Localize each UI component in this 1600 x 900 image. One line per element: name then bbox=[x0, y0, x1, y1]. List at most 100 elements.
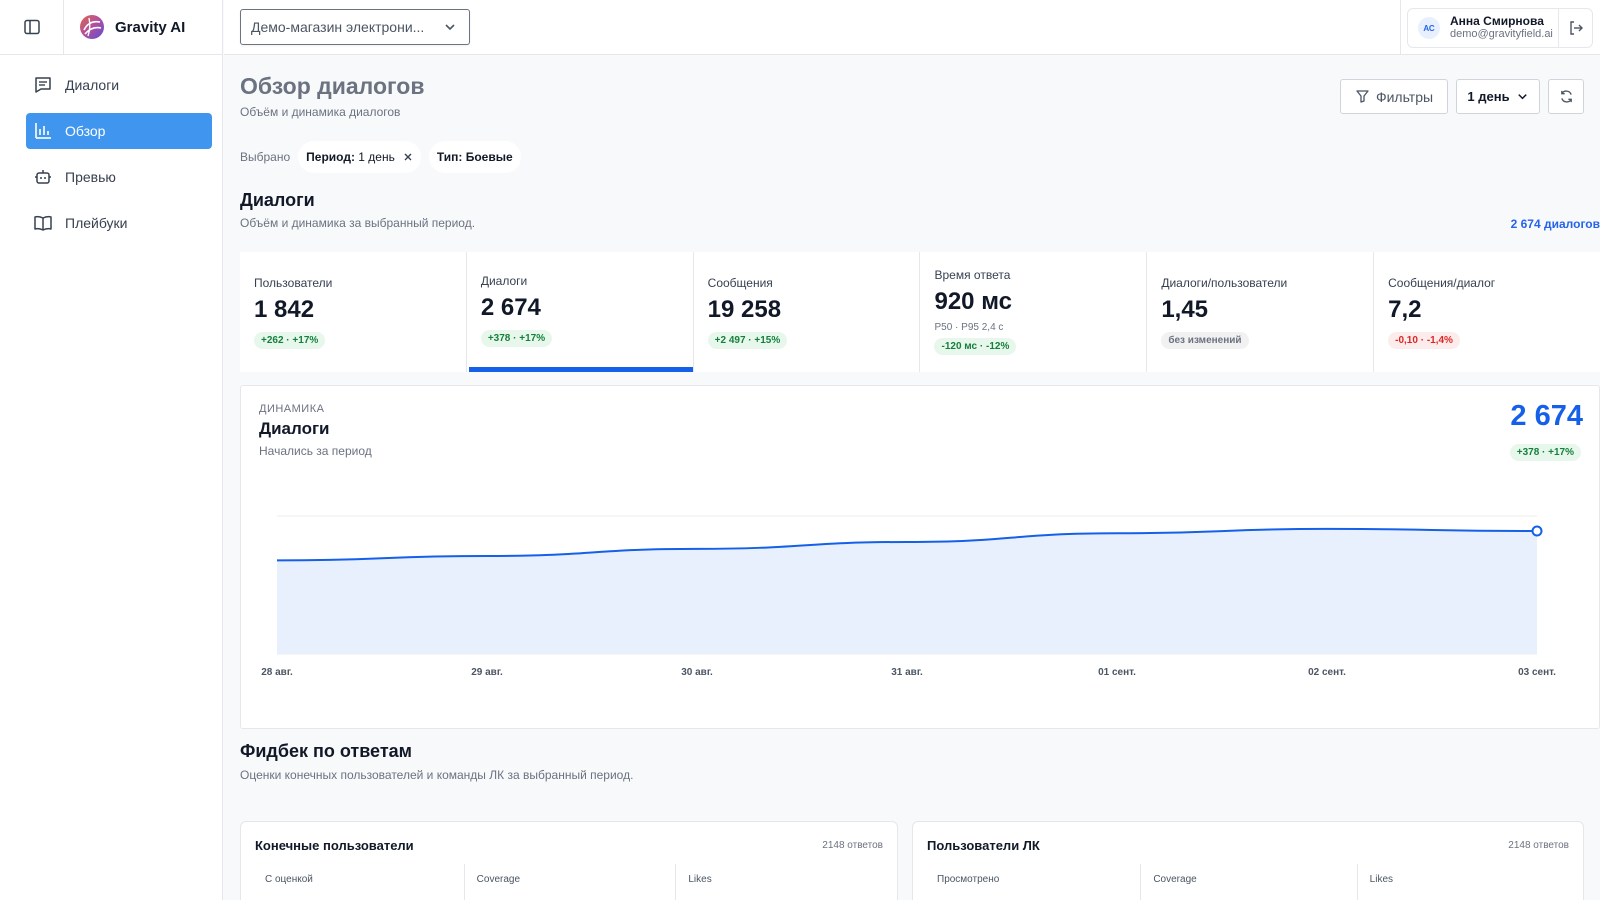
bar-chart-icon bbox=[35, 123, 51, 139]
chevron-down-icon bbox=[445, 24, 455, 31]
feedback-card-title: Пользователи ЛК bbox=[927, 838, 1040, 853]
kpi-dialogs[interactable]: Диалоги 2 674 +378 · +17% bbox=[466, 252, 694, 372]
chart-delta-badge: +378 · +17% bbox=[1509, 444, 1581, 461]
chevron-down-icon bbox=[1517, 94, 1527, 100]
selected-filters-label: Выбрано bbox=[240, 150, 291, 164]
filters-button[interactable]: Фильтры bbox=[1340, 79, 1448, 114]
kpi-messages-per-dialog[interactable]: Сообщения/диалог 7,2 -0,10 · -1,4% bbox=[1374, 252, 1600, 372]
kpi-label: Сообщения bbox=[707, 276, 773, 290]
chart-series-line bbox=[276, 527, 1538, 562]
sidebar-nav: Диалоги Обзор Превью Плейбуки bbox=[0, 55, 222, 241]
chart-x-tick-label: 01 сент. bbox=[1098, 667, 1136, 678]
sidebar-toggle-icon bbox=[23, 19, 40, 35]
sidebar-item-dialogs[interactable]: Диалоги bbox=[26, 67, 212, 103]
feedback-metric-viewed: Просмотрено bbox=[937, 874, 1000, 885]
kpi-dialogs-per-user[interactable]: Диалоги/пользователи 1,45 без изменений bbox=[1147, 252, 1375, 372]
kpi-delta-badge: -0,10 · -1,4% bbox=[1388, 332, 1460, 349]
sidebar-item-label: Диалоги bbox=[65, 77, 120, 93]
kpi-messages[interactable]: Сообщения 19 258 +2 497 · +15% bbox=[693, 252, 921, 372]
chip-key: Период: bbox=[306, 150, 355, 164]
chart-subtitle: Начались за период bbox=[259, 444, 372, 458]
chart-x-tick-label: 02 сент. bbox=[1308, 667, 1346, 678]
sidebar: Gravity AI Диалоги Обзор Превью Плейбуки bbox=[0, 0, 223, 900]
kpi-value: 19 258 bbox=[707, 296, 782, 323]
sidebar-toggle-button[interactable] bbox=[0, 0, 64, 55]
feedback-metric-coverage: Coverage bbox=[1140, 864, 1356, 900]
chip-value: Боевые bbox=[465, 150, 513, 164]
dynamics-chart: 28 авг. 29 авг. 30 авг. 31 авг. 01 сент. 02 с… bbox=[261, 515, 1556, 678]
bot-icon bbox=[35, 170, 51, 184]
sidebar-item-preview[interactable]: Превью bbox=[26, 159, 212, 195]
kpi-label: Диалоги/пользователи bbox=[1161, 276, 1288, 290]
brand[interactable]: Gravity AI bbox=[64, 14, 185, 40]
kpi-row: Пользователи 1 842 +262 · +17% Диалоги 2… bbox=[240, 252, 1600, 372]
filter-chip-period[interactable]: Период: 1 день bbox=[298, 141, 421, 173]
selected-filters: Выбрано Период: 1 день Тип: Боевые bbox=[240, 141, 521, 173]
feedback-metric-coverage: Coverage bbox=[463, 864, 676, 900]
dynamics-chart-card: 28 авг. 29 авг. 30 авг. 31 авг. 01 сент. 02 с… bbox=[240, 385, 1600, 729]
kpi-response-time[interactable]: Время ответа 920 мс P50 · P95 2,4 с -120… bbox=[920, 252, 1148, 372]
logout-icon bbox=[1569, 21, 1583, 35]
chart-title: Диалоги bbox=[259, 419, 330, 438]
dialogs-total-link[interactable]: 2 674 диалогов bbox=[1510, 217, 1600, 231]
chart-overline: ДИНАМИКА bbox=[259, 403, 325, 415]
feedback-metric-likes: Likes bbox=[675, 864, 887, 900]
feedback-section-subtitle: Оценки конечных пользователей и команды … bbox=[240, 768, 634, 782]
kpi-value: 1,45 bbox=[1161, 296, 1209, 323]
chip-text: Период: 1 день bbox=[306, 150, 395, 164]
user-email: demo@gravityfield.ai bbox=[1450, 28, 1553, 40]
chart-x-tick-label: 31 авг. bbox=[891, 667, 923, 678]
sidebar-header: Gravity AI bbox=[0, 0, 222, 55]
kpi-value: 1 842 bbox=[254, 296, 315, 323]
sidebar-item-label: Превью bbox=[65, 169, 116, 185]
user-info: Анна Смирнова demo@gravityfield.ai bbox=[1450, 15, 1553, 41]
chart-area bbox=[277, 528, 1537, 654]
dialogs-section-subtitle: Объём и динамика за выбранный период. bbox=[240, 216, 476, 230]
refresh-icon bbox=[1560, 90, 1572, 103]
page-subtitle: Объём и динамика диалогов bbox=[240, 105, 401, 119]
feedback-metric-likes: Likes bbox=[1356, 864, 1573, 900]
period-select[interactable]: 1 день bbox=[1456, 79, 1540, 114]
user-area: АС Анна Смирнова demo@gravityfield.ai bbox=[1400, 0, 1600, 55]
chart-total-value: 2 674 bbox=[1510, 400, 1583, 432]
avatar: АС bbox=[1418, 17, 1440, 39]
filter-chip-type[interactable]: Тип: Боевые bbox=[428, 141, 521, 173]
chart-point bbox=[1531, 525, 1543, 537]
chart-x-tick-label: 30 авг. bbox=[681, 667, 713, 678]
feedback-card-count: 2148 ответов bbox=[1508, 840, 1569, 851]
kpi-users[interactable]: Пользователи 1 842 +262 · +17% bbox=[240, 252, 467, 372]
chip-key: Тип: bbox=[436, 150, 463, 164]
refresh-button[interactable] bbox=[1548, 79, 1584, 114]
book-icon bbox=[34, 215, 52, 231]
user-name: Анна Смирнова bbox=[1450, 14, 1544, 28]
chart-x-tick-label: 29 авг. bbox=[471, 667, 503, 678]
feedback-card-lk-users: Пользователи ЛК 2148 ответов Просмотрено… bbox=[912, 821, 1584, 900]
period-select-value: 1 день bbox=[1467, 89, 1510, 104]
chat-icon bbox=[35, 77, 51, 93]
close-icon[interactable] bbox=[403, 152, 413, 162]
sidebar-item-overview[interactable]: Обзор bbox=[26, 113, 212, 149]
gravity-logo-icon bbox=[80, 15, 104, 39]
kpi-percentiles: P50 · P95 2,4 с bbox=[934, 322, 1004, 333]
kpi-label: Время ответа bbox=[934, 268, 1011, 282]
sidebar-item-label: Обзор bbox=[65, 123, 106, 139]
user-card[interactable]: АС Анна Смирнова demo@gravityfield.ai bbox=[1407, 8, 1593, 48]
feedback-metrics: Просмотрено Coverage Likes bbox=[923, 864, 1573, 900]
sidebar-item-playbooks[interactable]: Плейбуки bbox=[26, 205, 212, 241]
feedback-card-end-users: Конечные пользователи 2148 ответов С оце… bbox=[240, 821, 898, 900]
kpi-delta-badge: +378 · +17% bbox=[480, 330, 553, 347]
chart-x-tick-label: 03 сент. bbox=[1518, 667, 1556, 678]
kpi-delta-badge: +262 · +17% bbox=[254, 332, 326, 349]
feedback-section-title: Фидбек по ответам bbox=[240, 741, 412, 761]
kpi-label: Сообщения/диалог bbox=[1388, 276, 1496, 290]
sidebar-item-label: Плейбуки bbox=[65, 215, 128, 231]
header-actions: Фильтры 1 день bbox=[1340, 79, 1584, 114]
kpi-value: 7,2 bbox=[1388, 296, 1422, 323]
logout-button[interactable] bbox=[1558, 9, 1592, 47]
store-select[interactable]: Демо-магазин электрони... bbox=[240, 9, 470, 45]
brand-name: Gravity AI bbox=[115, 18, 186, 36]
kpi-value: 2 674 bbox=[480, 294, 541, 321]
feedback-metric-rated: С оценкой bbox=[265, 874, 313, 885]
chart-x-tick-label: 28 авг. bbox=[261, 667, 293, 678]
dialogs-section-title: Диалоги bbox=[240, 190, 315, 210]
